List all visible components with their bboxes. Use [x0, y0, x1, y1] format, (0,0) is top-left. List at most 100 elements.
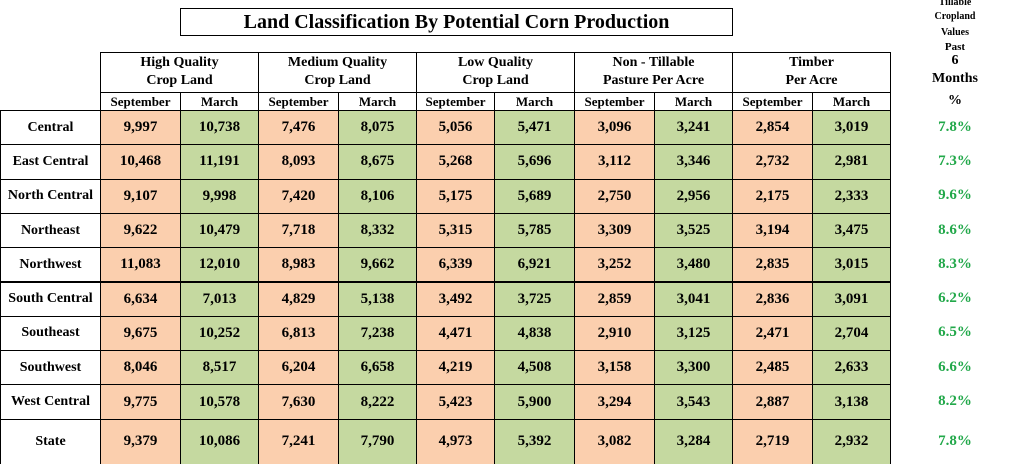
table-cell: 2,750: [574, 178, 655, 214]
table-cell: 8,675: [338, 144, 417, 180]
row-label: North Central: [0, 178, 101, 214]
table-cell: 4,829: [258, 281, 339, 317]
table-cell: 3,082: [574, 418, 655, 464]
table-cell: 7,013: [180, 281, 259, 317]
table-cell: 3,492: [416, 281, 495, 317]
table-cell: 10,479: [180, 212, 259, 249]
table-cell: 8,222: [338, 384, 417, 420]
sub-header: March: [654, 92, 733, 111]
sub-header: September: [574, 92, 655, 111]
row-label: West Central: [0, 384, 101, 420]
sub-header: March: [180, 92, 259, 111]
table-cell: 3,015: [812, 247, 891, 283]
row-label: Southwest: [0, 350, 101, 386]
table-cell: 12,010: [180, 247, 259, 283]
table-cell: 8,983: [258, 247, 339, 283]
table-cell: 2,859: [574, 281, 655, 317]
table-cell: 9,662: [338, 247, 417, 283]
change-header-line: Cropland: [934, 10, 976, 22]
row-label: Southeast: [0, 315, 101, 352]
group-header-line: Low Quality: [457, 55, 534, 70]
sub-header: March: [494, 92, 575, 111]
table-cell: 3,480: [654, 247, 733, 283]
table-cell: 3,041: [654, 281, 733, 317]
table-cell: 2,175: [732, 178, 813, 214]
table-cell: 3,194: [732, 212, 813, 249]
table-cell: 3,725: [494, 281, 575, 317]
table-cell: 8,075: [338, 110, 417, 146]
table-cell: 7,420: [258, 178, 339, 214]
group-header: Medium Quality Crop Land: [258, 52, 417, 93]
table-cell: 3,091: [812, 281, 891, 317]
sub-header: September: [416, 92, 495, 111]
row-label: East Central: [0, 144, 101, 180]
table-cell: 2,956: [654, 178, 733, 214]
table-cell: 9,675: [100, 315, 181, 352]
change-cell: 6.6%: [938, 358, 972, 375]
table-cell: 2,836: [732, 281, 813, 317]
sub-header: September: [732, 92, 813, 111]
change-header-line: Past: [944, 41, 966, 53]
table-cell: 2,932: [812, 418, 891, 464]
group-header: Low Quality Crop Land: [416, 52, 575, 93]
table-cell: 9,379: [100, 418, 181, 464]
sub-header: March: [812, 92, 891, 111]
group-header-line: Crop Land: [304, 73, 371, 88]
group-header-line: Timber: [789, 55, 834, 70]
group-header-line: Per Acre: [785, 73, 838, 88]
table-cell: 2,471: [732, 315, 813, 352]
table-cell: 7,718: [258, 212, 339, 249]
table-cell: 3,294: [574, 384, 655, 420]
table-cell: 8,093: [258, 144, 339, 180]
table-cell: 5,900: [494, 384, 575, 420]
table-cell: 3,252: [574, 247, 655, 283]
table-cell: 3,543: [654, 384, 733, 420]
table-cell: 3,096: [574, 110, 655, 146]
table-cell: 3,475: [812, 212, 891, 249]
change-header-line: 6: [951, 53, 959, 68]
table-cell: 4,838: [494, 315, 575, 352]
change-header-line: Tillable: [938, 0, 972, 8]
table-cell: 6,204: [258, 350, 339, 386]
table-cell: 6,813: [258, 315, 339, 352]
table-cell: 3,346: [654, 144, 733, 180]
group-header-line: Medium Quality: [287, 55, 388, 70]
table-cell: 2,854: [732, 110, 813, 146]
change-cell: 8.3%: [938, 255, 972, 272]
table-cell: 5,471: [494, 110, 575, 146]
table-cell: 10,086: [180, 418, 259, 464]
row-label: Northwest: [0, 247, 101, 283]
table-cell: 10,738: [180, 110, 259, 146]
change-cell: 6.5%: [938, 324, 972, 341]
change-cell: 7.8%: [938, 432, 972, 449]
table-cell: 2,485: [732, 350, 813, 386]
table-cell: 5,138: [338, 281, 417, 317]
row-label: Central: [0, 110, 101, 146]
table-cell: 10,252: [180, 315, 259, 352]
group-header: High Quality Crop Land: [100, 52, 259, 93]
group-header: Timber Per Acre: [732, 52, 891, 93]
table-cell: 4,219: [416, 350, 495, 386]
table-cell: 5,696: [494, 144, 575, 180]
table-cell: 3,158: [574, 350, 655, 386]
sub-header: September: [258, 92, 339, 111]
group-header-line: Crop Land: [146, 73, 213, 88]
table-cell: 2,704: [812, 315, 891, 352]
table-cell: 2,887: [732, 384, 813, 420]
table-cell: 6,339: [416, 247, 495, 283]
group-header-line: High Quality: [140, 55, 219, 70]
table-cell: 2,633: [812, 350, 891, 386]
table-cell: 5,785: [494, 212, 575, 249]
change-cell: 7.3%: [938, 152, 972, 169]
table-cell: 3,241: [654, 110, 733, 146]
row-label: Northeast: [0, 212, 101, 249]
table-cell: 6,921: [494, 247, 575, 283]
table-cell: 2,333: [812, 178, 891, 214]
table-cell: 5,315: [416, 212, 495, 249]
change-header-line: Months: [932, 71, 978, 86]
table-cell: 8,517: [180, 350, 259, 386]
sub-header: March: [338, 92, 417, 111]
table-cell: 3,138: [812, 384, 891, 420]
change-header-line: Values: [941, 26, 969, 38]
